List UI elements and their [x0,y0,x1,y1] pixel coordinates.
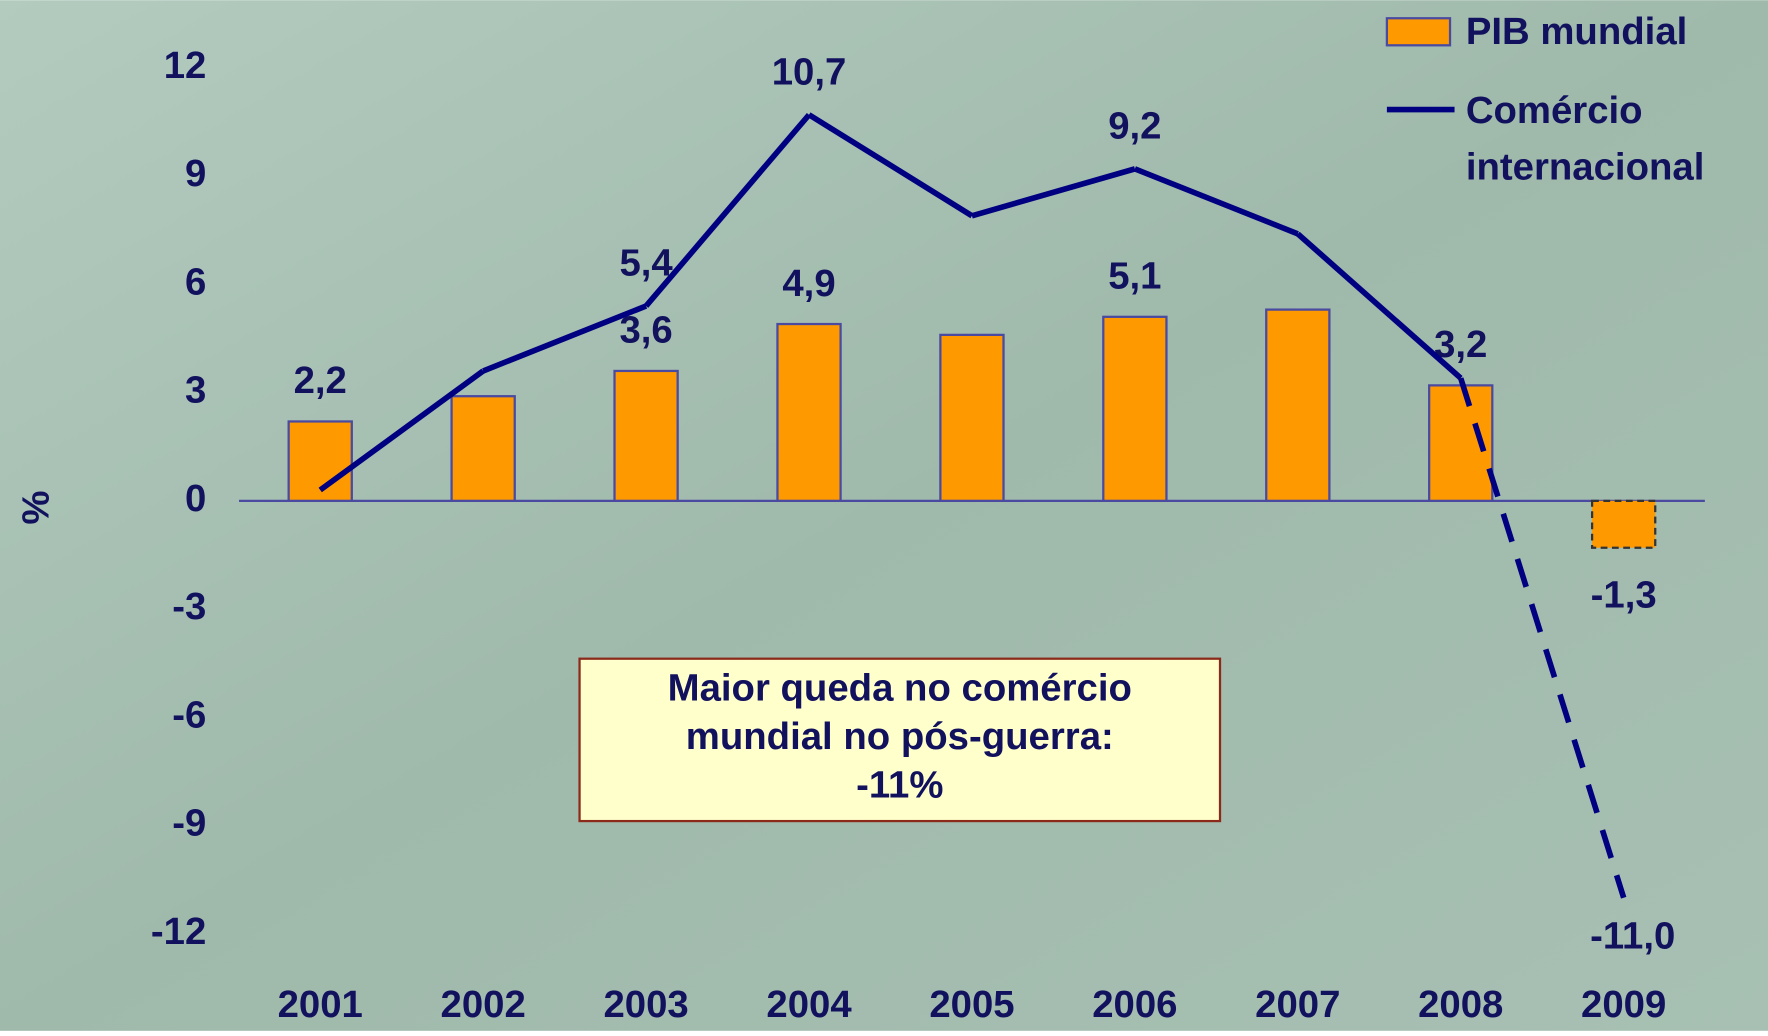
chart: % 12 9 6 3 0 -3 -6 -9 -12 2001 2002 2003 2004 2005 200… [0,0,1768,1031]
bar [1266,310,1329,501]
y-tick-label: 0 [185,477,206,520]
bar [777,324,840,501]
annotation-text: Maior queda no comércio [668,666,1132,709]
legend-swatch [1387,18,1450,45]
y-tick-label: 3 [185,369,206,412]
y-tick-label: -3 [172,585,206,628]
annotation-text: -11% [856,763,943,806]
bar [452,396,515,501]
bar-value-label: -1,3 [1591,573,1657,616]
bar-value-label: 4,9 [782,262,835,305]
legend-label: PIB mundial [1466,10,1687,53]
bar [615,371,678,501]
line-value-label: -11,0 [1590,914,1675,957]
y-tick-label: -12 [151,910,206,953]
x-tick-label: 2006 [1092,983,1177,1026]
bar [1592,501,1655,548]
bar-value-label: 5,1 [1108,255,1161,298]
x-tick-label: 2005 [929,983,1014,1026]
x-tick-label: 2007 [1255,983,1340,1026]
line-value-label: 10,7 [772,50,847,93]
y-tick-label: -9 [172,802,206,845]
x-tick-label: 2003 [603,983,688,1026]
y-tick-label: 6 [185,260,206,303]
y-tick-label: -6 [172,693,206,736]
y-tick-label: 9 [185,152,206,195]
y-axis-label: % [14,491,57,525]
bar [1103,317,1166,501]
x-tick-label: 2001 [278,983,363,1026]
line-value-label: 9,2 [1108,104,1161,147]
x-tick-label: 2004 [766,983,852,1026]
bar-value-label: 2,2 [294,359,347,402]
x-tick-label: 2009 [1581,983,1666,1026]
x-tick-label: 2002 [441,983,526,1026]
annotation-text: mundial no pós-guerra: [686,715,1114,758]
line-value-label: 5,4 [619,242,673,285]
bar [940,335,1003,501]
y-tick-label: 12 [164,44,207,87]
x-tick-label: 2008 [1418,983,1503,1026]
